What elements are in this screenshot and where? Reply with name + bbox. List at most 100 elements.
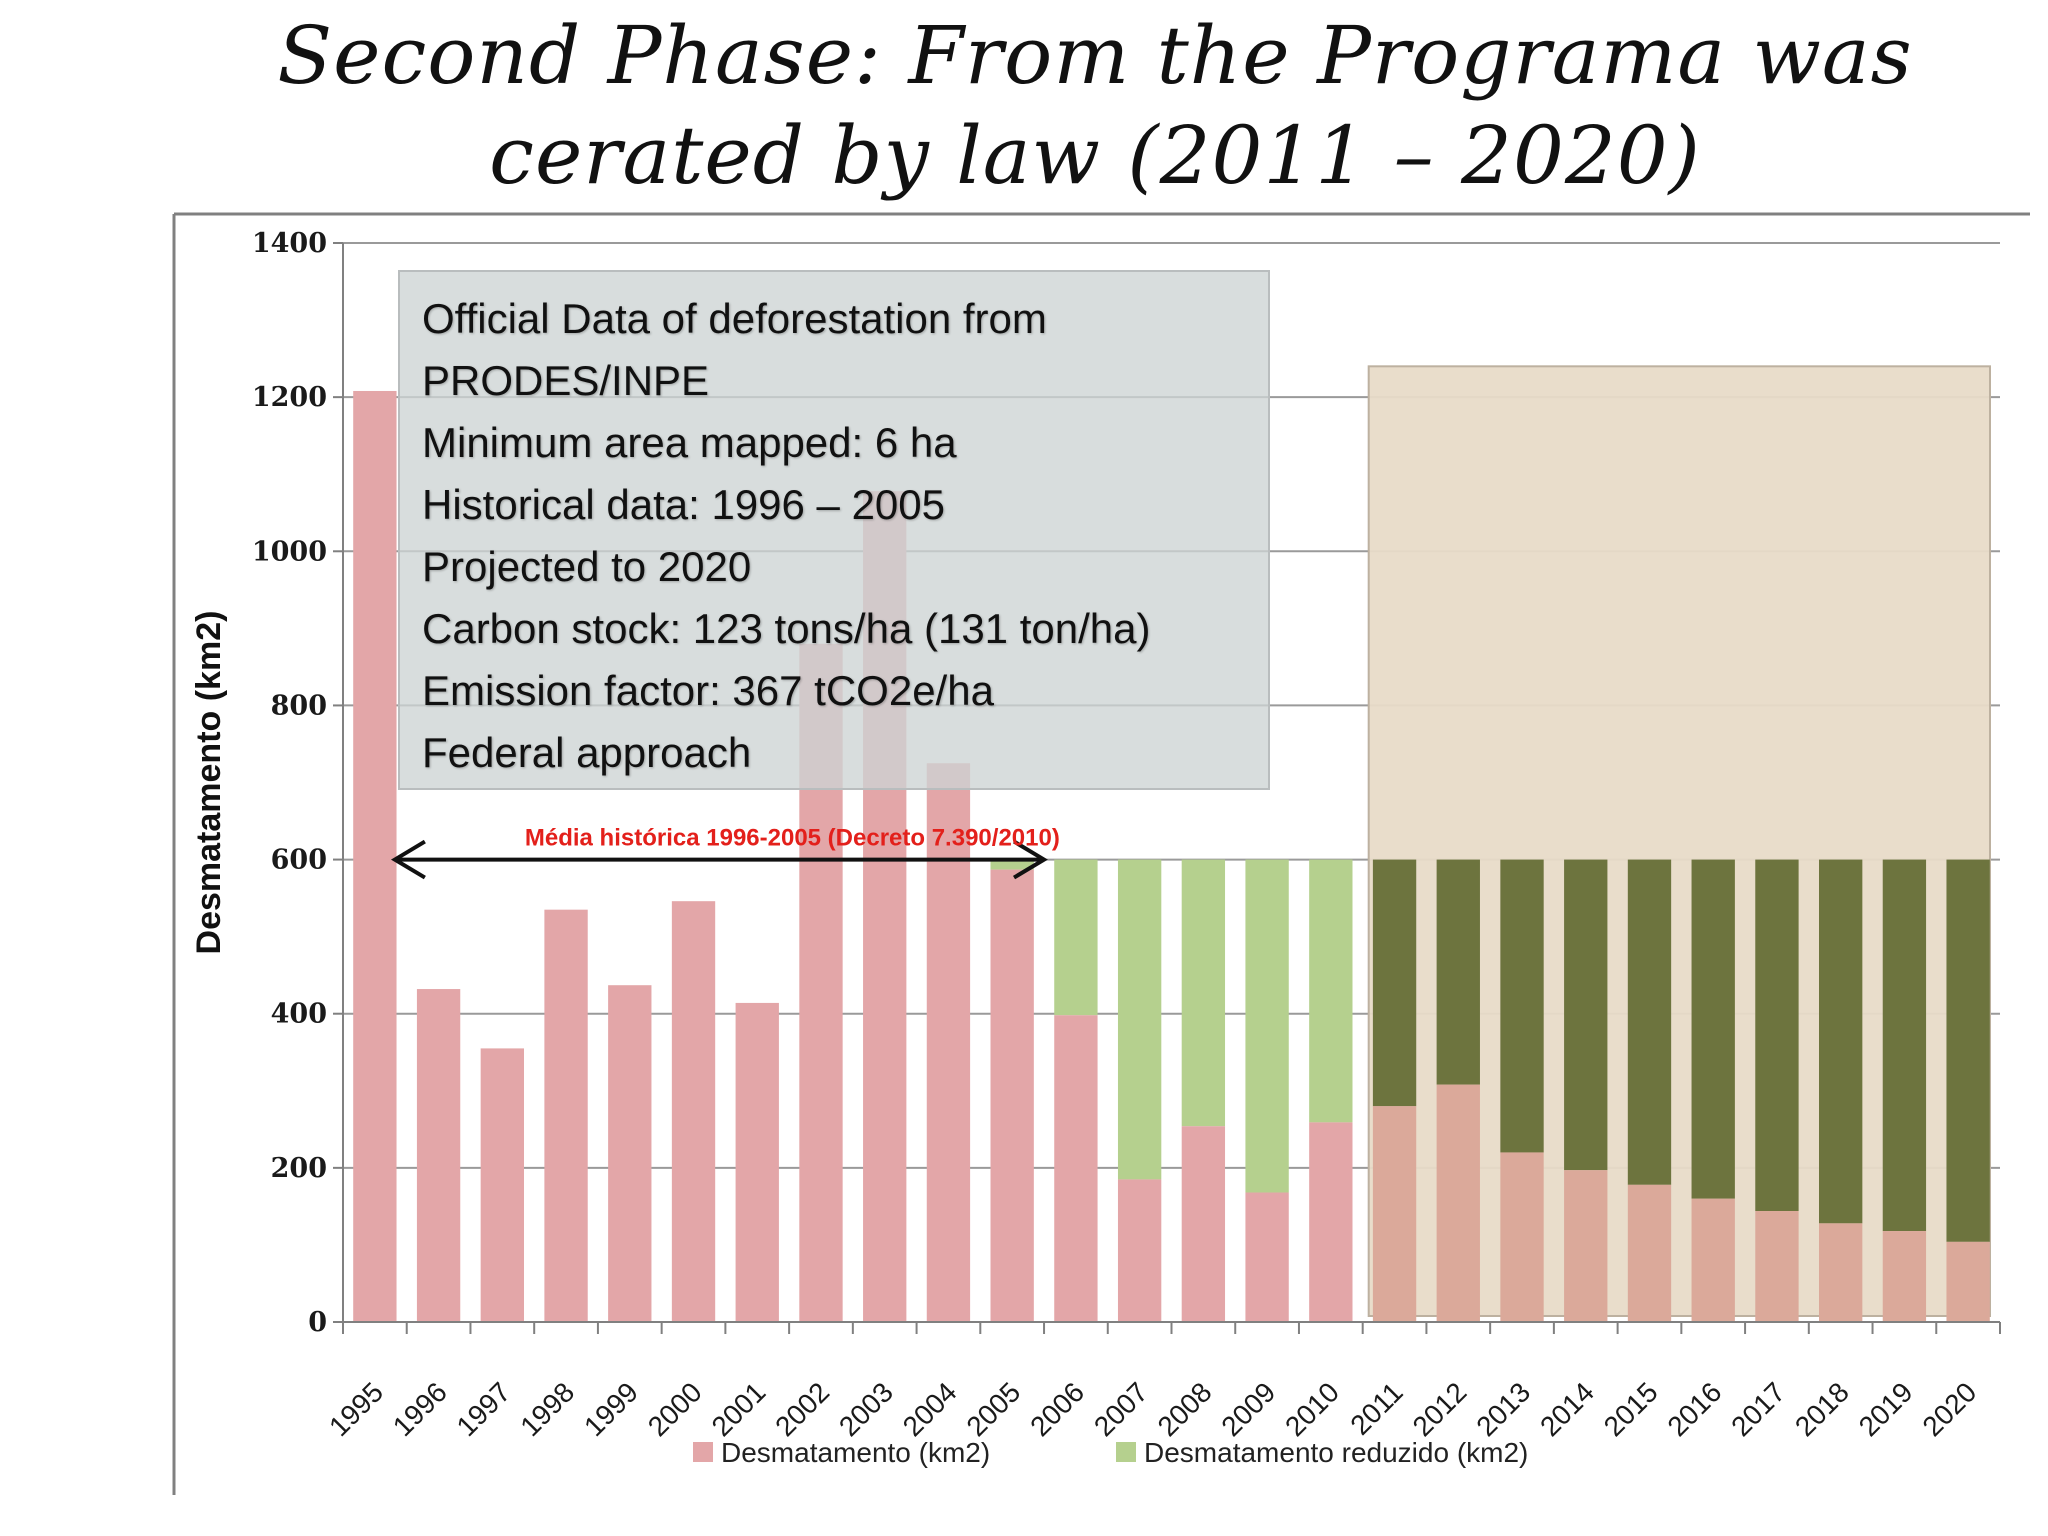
info-line-3: Historical data: 1996 – 2005 bbox=[422, 481, 946, 528]
bar-group-1998 bbox=[544, 909, 588, 1322]
y-tick-label-1200: 1200 bbox=[252, 382, 327, 413]
legend-label-1: Desmatamento reduzido (km2) bbox=[1144, 1437, 1528, 1468]
bar-desmatamento-2016 bbox=[1691, 1198, 1735, 1322]
bar-reduzido-2010 bbox=[1309, 859, 1353, 1123]
bar-group-1999 bbox=[608, 985, 652, 1322]
bar-group-2010 bbox=[1309, 859, 1353, 1322]
x-tick-label-2003: 2003 bbox=[833, 1376, 899, 1442]
info-line-2: Minimum area mapped: 6 ha bbox=[422, 419, 957, 466]
info-line-5: Carbon stock: 123 tons/ha (131 ton/ha) bbox=[422, 605, 1151, 652]
x-tick-label-2015: 2015 bbox=[1598, 1376, 1664, 1442]
y-tick-label-1000: 1000 bbox=[252, 536, 327, 567]
y-tick-label-400: 400 bbox=[271, 999, 327, 1030]
x-tick-label-2007: 2007 bbox=[1088, 1376, 1154, 1442]
bar-group-2001 bbox=[735, 1002, 779, 1322]
historic-average-annotation: Média histórica 1996-2005 (Decreto 7.390… bbox=[390, 825, 1060, 880]
bar-desmatamento-2015 bbox=[1627, 1184, 1672, 1322]
bar-desmatamento-2017 bbox=[1755, 1211, 1799, 1322]
annotation-arrowhead-left bbox=[390, 839, 426, 880]
bar-group-2000 bbox=[671, 901, 716, 1322]
bar-desmatamento-2009 bbox=[1245, 1192, 1289, 1322]
bar-desmatamento-1998 bbox=[544, 909, 588, 1322]
x-tick-label-2011: 2011 bbox=[1344, 1376, 1409, 1441]
x-tick-label-2004: 2004 bbox=[897, 1376, 963, 1442]
bar-desmatamento-2020 bbox=[1946, 1241, 1990, 1322]
bar-group-2020 bbox=[1946, 859, 1990, 1322]
bar-reduzido-2006 bbox=[1054, 859, 1098, 1016]
info-line-1: PRODES/INPE bbox=[422, 357, 710, 404]
x-tick-label-1999: 1999 bbox=[578, 1376, 644, 1442]
x-tick-label-2000: 2000 bbox=[642, 1376, 708, 1442]
annotation-arrowhead-right bbox=[1013, 839, 1048, 880]
bar-desmatamento-2006 bbox=[1054, 1015, 1098, 1322]
bar-desmatamento-1999 bbox=[608, 985, 652, 1322]
bar-desmatamento-2007 bbox=[1117, 1179, 1162, 1322]
info-box: Official Data of deforestation from PRODE… bbox=[398, 270, 1270, 790]
x-tick-label-1995: 1995 bbox=[323, 1376, 389, 1442]
chart-frame bbox=[172, 212, 2030, 1495]
legend-swatch-1 bbox=[1116, 1442, 1136, 1462]
slide-title: Second Phase: From the Programa was cera… bbox=[277, 9, 1913, 202]
bar-desmatamento-2011 bbox=[1372, 1106, 1417, 1322]
bar-group-2016 bbox=[1691, 859, 1735, 1322]
x-tick-label-2013: 2013 bbox=[1470, 1376, 1536, 1442]
bar-desmatamento-2000 bbox=[671, 901, 716, 1322]
bar-group-2014 bbox=[1564, 859, 1608, 1322]
bar-group-2004 bbox=[926, 763, 971, 1322]
bar-group-2019 bbox=[1882, 859, 1927, 1322]
bar-reduzido-2015 bbox=[1627, 859, 1672, 1185]
x-tick-label-2019: 2019 bbox=[1853, 1376, 1919, 1442]
bar-reduzido-2014 bbox=[1564, 859, 1608, 1171]
bar-group-2012 bbox=[1436, 859, 1480, 1322]
info-line-6: Emission factor: 367 tCO2e/ha bbox=[422, 667, 994, 714]
bar-group-2006 bbox=[1054, 859, 1098, 1322]
legend: Desmatamento (km2) Desmatamento reduzido … bbox=[693, 1437, 1528, 1468]
bar-reduzido-2011 bbox=[1372, 859, 1417, 1107]
bar-reduzido-2020 bbox=[1946, 859, 1990, 1242]
bar-desmatamento-1995 bbox=[353, 390, 397, 1322]
info-line-7: Federal approach bbox=[422, 729, 752, 776]
bar-reduzido-2007 bbox=[1117, 859, 1162, 1180]
bar-reduzido-2017 bbox=[1755, 859, 1799, 1212]
annotation-label: Média histórica 1996-2005 (Decreto 7.390… bbox=[525, 825, 1060, 852]
bar-desmatamento-1997 bbox=[480, 1048, 524, 1322]
info-line-0: Official Data of deforestation from bbox=[422, 295, 1047, 342]
bar-reduzido-2012 bbox=[1436, 859, 1480, 1085]
x-tick-label-2012: 2012 bbox=[1407, 1376, 1473, 1442]
bar-reduzido-2008 bbox=[1181, 859, 1226, 1127]
x-tick-label-2016: 2016 bbox=[1661, 1376, 1727, 1442]
bar-group-2009 bbox=[1245, 859, 1289, 1322]
bar-desmatamento-2018 bbox=[1819, 1223, 1863, 1322]
x-tick-label-2010: 2010 bbox=[1279, 1376, 1345, 1442]
bar-desmatamento-2014 bbox=[1564, 1170, 1608, 1322]
y-tick-label-800: 800 bbox=[271, 690, 327, 721]
info-lines: Official Data of deforestation from PRODE… bbox=[422, 288, 1246, 784]
x-tick-label-2008: 2008 bbox=[1152, 1376, 1218, 1442]
bar-group-2011 bbox=[1372, 859, 1417, 1322]
bar-desmatamento-1996 bbox=[416, 989, 461, 1322]
bar-desmatamento-2012 bbox=[1436, 1084, 1480, 1322]
x-tick-label-1996: 1996 bbox=[387, 1376, 453, 1442]
bar-reduzido-2016 bbox=[1691, 859, 1735, 1199]
x-tick-label-1997: 1997 bbox=[451, 1376, 517, 1442]
bar-reduzido-2019 bbox=[1882, 859, 1927, 1232]
bar-group-1997 bbox=[480, 1048, 524, 1322]
legend-label-0: Desmatamento (km2) bbox=[721, 1437, 990, 1468]
y-axis-label: Desmatamento (km2) bbox=[190, 611, 228, 955]
y-tick-label-0: 0 bbox=[308, 1307, 327, 1338]
legend-swatch-0 bbox=[693, 1442, 713, 1462]
x-tick-label-2001: 2001 bbox=[706, 1376, 772, 1442]
bar-desmatamento-2001 bbox=[735, 1002, 779, 1322]
bar-group-2015 bbox=[1627, 859, 1672, 1322]
bar-group-2008 bbox=[1181, 859, 1226, 1322]
bar-reduzido-2009 bbox=[1245, 859, 1289, 1193]
bar-group-2005 bbox=[990, 859, 1034, 1322]
x-tick-label-2018: 2018 bbox=[1789, 1376, 1855, 1442]
bar-desmatamento-2019 bbox=[1882, 1231, 1927, 1322]
bar-group-1996 bbox=[416, 989, 461, 1322]
bar-desmatamento-2013 bbox=[1500, 1152, 1544, 1322]
x-tick-label-2002: 2002 bbox=[769, 1376, 835, 1442]
x-tick-label-2009: 2009 bbox=[1215, 1376, 1281, 1442]
y-tick-label-200: 200 bbox=[271, 1153, 327, 1184]
bar-group-1995 bbox=[353, 390, 397, 1322]
